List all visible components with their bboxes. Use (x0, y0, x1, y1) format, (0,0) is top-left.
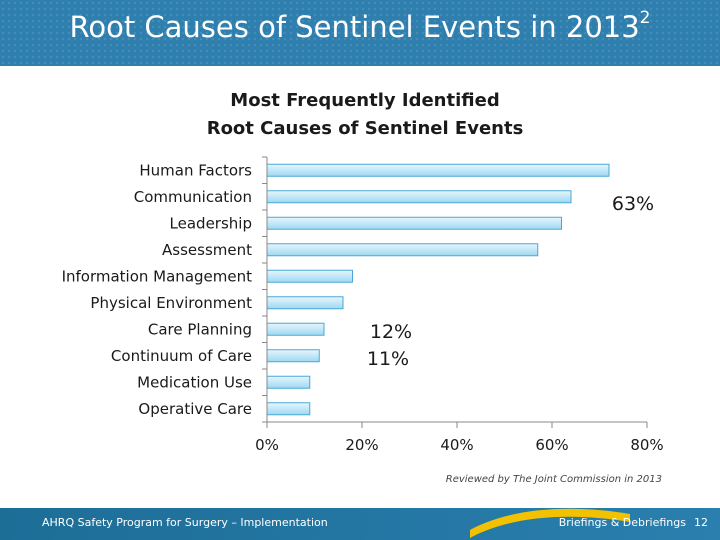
category-label: Leadership (170, 214, 252, 232)
category-label: Operative Care (138, 400, 252, 418)
category-label: Continuum of Care (111, 347, 252, 365)
category-label: Physical Environment (90, 294, 252, 312)
bar (266, 163, 610, 177)
category-label: Communication (134, 188, 252, 206)
bar (266, 243, 539, 257)
footer-left-text: AHRQ Safety Program for Surgery – Implem… (42, 516, 328, 529)
bar (266, 269, 353, 283)
x-tick-label: 0% (255, 436, 279, 454)
title-bar (0, 0, 720, 66)
category-label: Information Management (62, 267, 253, 285)
footer-right: Briefings & Debriefings 12 (559, 516, 708, 529)
bar (266, 375, 311, 389)
category-label: Assessment (162, 241, 252, 259)
page-number: 12 (694, 516, 708, 529)
slide-title: Root Causes of Sentinel Events in 20132 (0, 8, 720, 44)
bar (266, 216, 562, 230)
x-tick-label: 60% (535, 436, 568, 454)
annotation-label: 63% (612, 193, 654, 215)
bar (266, 349, 320, 363)
chart-title-line2: Root Causes of Sentinel Events (206, 118, 524, 139)
bar (266, 322, 325, 336)
review-note: Reviewed by The Joint Commission in 2013 (445, 474, 662, 485)
x-tick-label: 40% (440, 436, 473, 454)
annotation-label: 11% (367, 348, 409, 370)
bar (266, 190, 572, 204)
category-label: Care Planning (148, 320, 252, 338)
x-tick-label: 80% (630, 436, 663, 454)
category-label: Medication Use (137, 373, 252, 391)
x-tick-label: 20% (345, 436, 378, 454)
title-superscript: 2 (639, 8, 651, 29)
footer-right-text: Briefings & Debriefings (558, 516, 686, 529)
category-label: Human Factors (139, 161, 252, 179)
slide-title-text: Root Causes of Sentinel Events in 2013 (69, 10, 640, 44)
bar (266, 296, 344, 310)
annotation-label: 12% (370, 321, 412, 343)
bar (266, 402, 311, 416)
chart-title-line1: Most Frequently Identified (230, 90, 500, 111)
